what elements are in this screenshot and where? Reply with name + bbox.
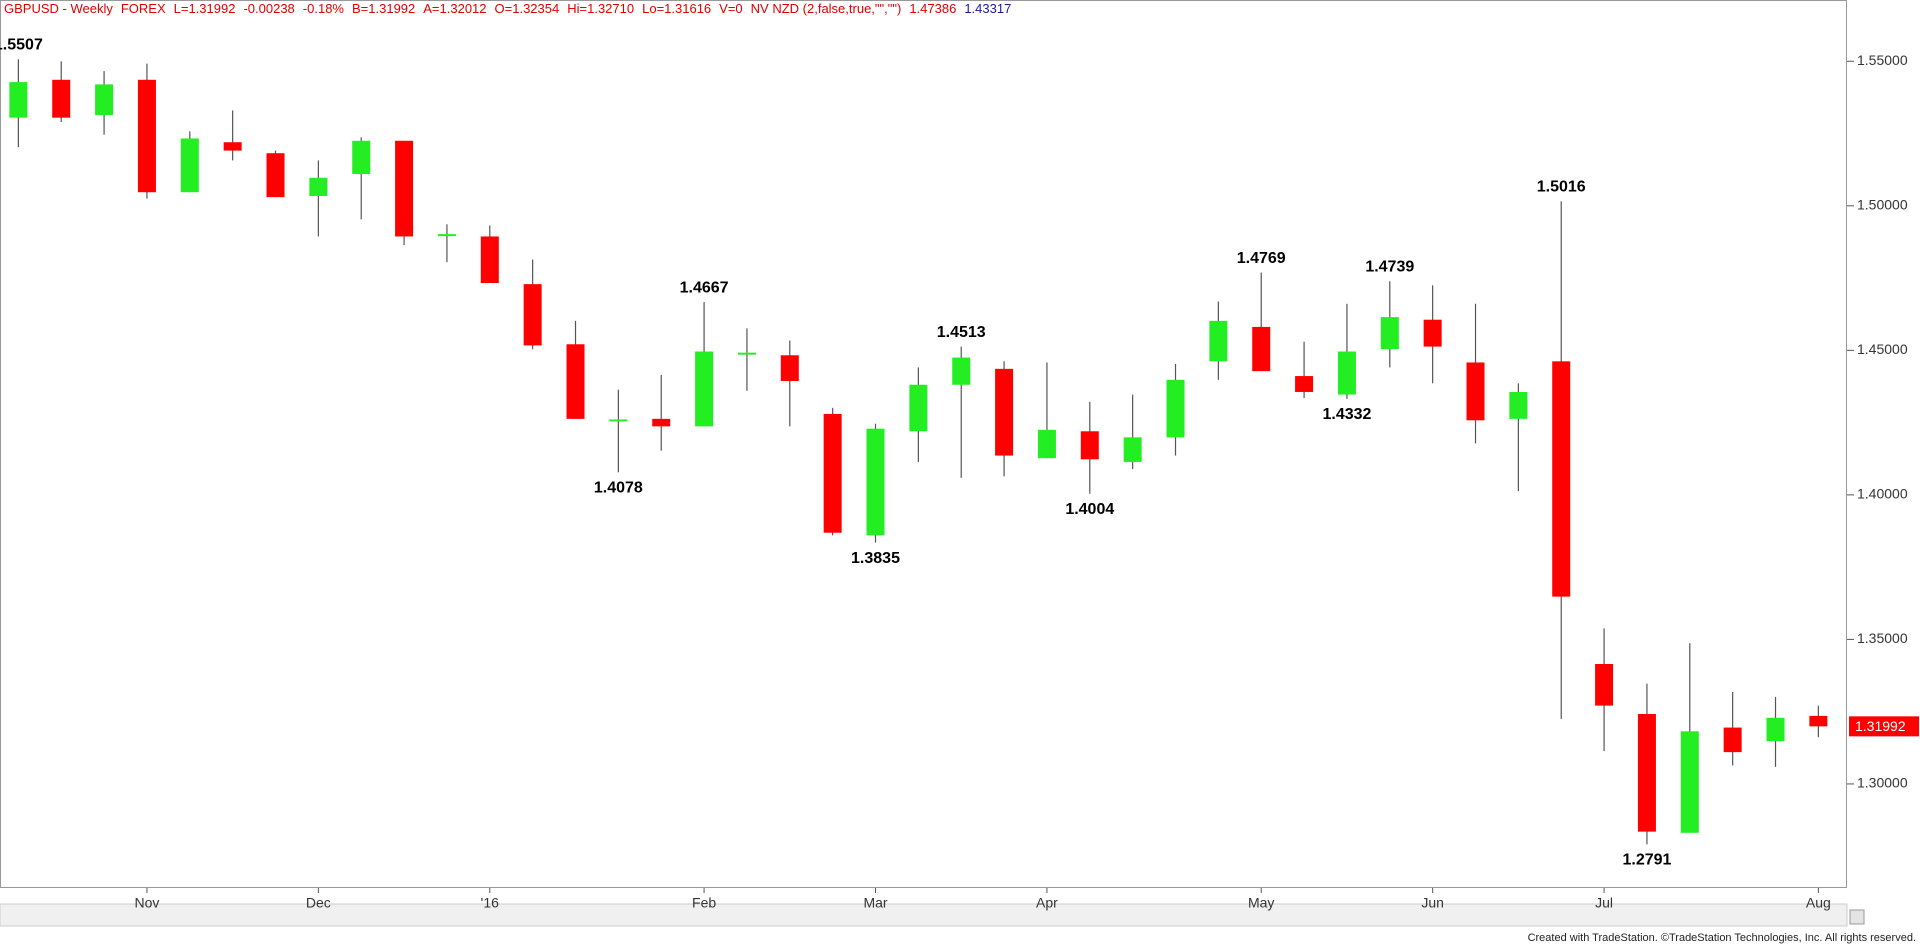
candle-body [1080,431,1099,460]
candle-body [652,418,671,427]
candle-body [1037,429,1056,459]
candle-body [695,351,714,427]
high-label: 1.4667 [680,279,729,296]
candle-body [1723,727,1742,753]
high-label: 1.4513 [937,324,986,341]
candle-body [1595,663,1614,706]
high-label: 1.4739 [1365,258,1414,275]
high-label: 1.4769 [1237,250,1286,267]
x-tick-label: Mar [863,895,887,911]
candle-body [566,344,585,419]
candle-body [180,138,199,193]
header-field: 1.47386 [909,1,956,16]
candle-body [780,355,799,381]
candle-body [1209,320,1228,362]
last-price-label: 1.31992 [1855,718,1906,734]
candle-body [1252,326,1271,372]
candle-body [395,140,414,237]
candle-body [1337,351,1356,395]
header-field: A=1.32012 [423,1,486,16]
header-field: 1.43317 [964,1,1011,16]
header-field: V=0 [719,1,743,16]
footer: Created with TradeStation. ©TradeStation… [1528,932,1916,944]
candle-body [137,79,156,193]
candle-body [1166,379,1185,438]
y-tick-label: 1.30000 [1857,775,1908,791]
candle-body [952,357,971,385]
candle-body [1680,731,1699,833]
candle-body [9,82,28,118]
candle-body [1123,437,1142,462]
candle-body [737,352,756,355]
candle-body [1380,317,1399,350]
low-label: 1.2791 [1622,852,1671,869]
candle-body [609,419,628,422]
header-field: Lo=1.31616 [642,1,711,16]
candle-body [1552,361,1571,597]
x-tick-label: Feb [692,895,716,911]
scroll-button[interactable] [1849,909,1865,925]
candle-body [52,79,71,118]
last-price-box [1849,716,1919,737]
candle-body [1766,717,1785,742]
low-label: 1.4004 [1065,501,1114,518]
candle-body [1295,376,1314,392]
y-tick-label: 1.45000 [1857,341,1908,357]
header-field: L=1.31992 [174,1,236,16]
x-tick-label: Apr [1036,895,1058,911]
candle-body [823,413,842,533]
candle-body [909,384,928,432]
header-field: FOREX [121,1,166,16]
x-tick-label: '16 [481,895,499,911]
candle-body [523,284,542,346]
candle-body [266,153,285,198]
candle-body [1466,362,1485,421]
y-tick-label: 1.35000 [1857,630,1908,646]
candle-body [1423,319,1442,347]
x-tick-label: Jun [1421,895,1444,911]
x-tick-label: May [1248,895,1274,911]
low-label: 1.4332 [1322,406,1371,423]
candle-body [995,368,1014,456]
candle-body [95,84,114,116]
header-field: NV NZD (2,false,true,"","") [751,1,902,16]
header-field: B=1.31992 [352,1,415,16]
low-label: 1.3835 [851,550,900,567]
candle-body [309,177,328,196]
candle-body [223,142,242,151]
header-field: O=1.32354 [495,1,560,16]
low-label: 1.4078 [594,480,643,497]
candle-body [352,140,371,175]
plot-frame [0,0,1847,888]
y-tick-label: 1.55000 [1857,52,1908,68]
scrollbar[interactable] [0,903,1848,927]
candle-body [866,428,885,536]
candle-body [1637,713,1656,832]
candle-body [437,234,456,237]
y-tick-label: 1.50000 [1857,197,1908,213]
x-tick-label: Aug [1806,895,1831,911]
candle-body [480,236,499,283]
header-field: Hi=1.32710 [567,1,634,16]
x-tick-label: Nov [134,895,159,911]
header: GBPUSD - Weekly FOREX L=1.31992 -0.00238 -0.… [4,1,1011,16]
candle-body [1509,391,1528,419]
candle-body [1809,715,1828,727]
x-tick-label: Jul [1595,895,1613,911]
header-field: -0.18% [303,1,345,16]
high-label: 1.5016 [1537,178,1586,195]
header-field: GBPUSD - Weekly [4,1,113,16]
header-field: -0.00238 [243,1,294,16]
x-tick-label: Dec [306,895,331,911]
y-tick-label: 1.40000 [1857,486,1908,502]
high-label: 1.5507 [0,36,43,53]
